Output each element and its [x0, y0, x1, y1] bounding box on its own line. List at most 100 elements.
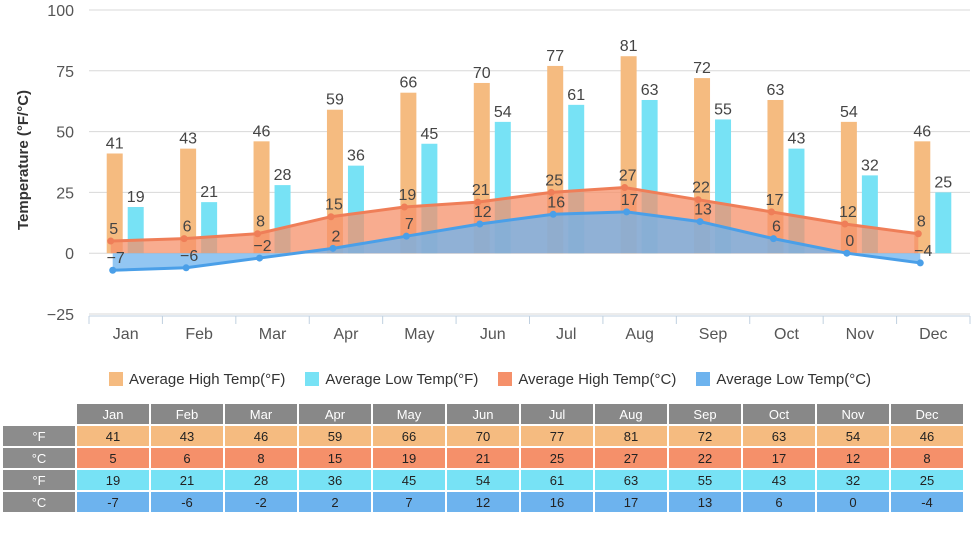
table-cell: 32 — [817, 470, 889, 490]
data-label: 45 — [420, 126, 438, 143]
table-row: °C -7 -6 -2 2 7 12 16 17 13 6 0 -4 — [3, 492, 963, 512]
table-cell: 54 — [447, 470, 519, 490]
point-low-c — [769, 235, 777, 243]
x-tick-label: Feb — [185, 326, 213, 343]
table-cell: 7 — [373, 492, 445, 512]
table-cell: 55 — [669, 470, 741, 490]
y-tick-label: 50 — [56, 125, 74, 142]
data-label: 21 — [200, 184, 218, 201]
data-label: −7 — [107, 250, 125, 267]
x-tick-label: Oct — [774, 326, 799, 343]
x-tick-label: Jul — [556, 326, 576, 343]
data-label: 12 — [839, 204, 857, 221]
table-cell: 61 — [521, 470, 593, 490]
point-high-c — [841, 220, 849, 228]
table-cell: -2 — [225, 492, 297, 512]
x-tick-label: Aug — [625, 326, 653, 343]
y-tick-label: 0 — [65, 246, 74, 263]
y-tick-label: 75 — [56, 64, 74, 81]
data-label: 32 — [861, 157, 879, 174]
point-low-c — [402, 232, 410, 240]
point-low-c — [476, 220, 484, 228]
table-row: °F 19 21 28 36 45 54 61 63 55 43 32 25 — [3, 470, 963, 490]
legend-label: Average Low Temp(°F) — [325, 370, 479, 388]
data-label: 72 — [693, 60, 711, 77]
temperature-chart: 4119432146285936664570547761816372556343… — [15, 3, 971, 343]
data-label: 6 — [772, 219, 781, 236]
table-cell: 22 — [669, 448, 741, 468]
data-label: −2 — [253, 238, 271, 255]
table-cell: -6 — [151, 492, 223, 512]
data-label: 25 — [545, 172, 563, 189]
data-label: 2 — [332, 228, 341, 245]
data-label: 63 — [767, 82, 785, 99]
line-high-c — [110, 186, 919, 243]
data-label: 6 — [183, 219, 192, 236]
legend-label: Average Low Temp(°C) — [716, 370, 872, 388]
data-label: −6 — [180, 248, 198, 265]
data-table: Jan Feb Mar Apr May Jun Jul Aug Sep Oct Nov Dec °F 4… — [1, 402, 965, 514]
table-cell: 12 — [447, 492, 519, 512]
table-header-cell: Jan — [77, 404, 149, 424]
data-label: 0 — [845, 233, 854, 250]
table-row: °F 41 43 46 59 66 70 77 81 72 63 54 46 — [3, 426, 963, 446]
table-cell: 17 — [595, 492, 667, 512]
table-cell: 6 — [151, 448, 223, 468]
data-label: 17 — [621, 192, 639, 209]
x-tick-label: Jun — [480, 326, 506, 343]
grid-lines — [89, 9, 970, 315]
point-low-c — [109, 266, 117, 274]
data-label: 81 — [620, 38, 638, 55]
table-cell: 8 — [891, 448, 963, 468]
table-cell: 16 — [521, 492, 593, 512]
data-label: 12 — [474, 204, 492, 221]
point-high-c — [767, 208, 775, 216]
data-label: 63 — [641, 82, 659, 99]
point-high-c — [400, 203, 408, 211]
table-cell: 43 — [743, 470, 815, 490]
data-label: 43 — [788, 131, 806, 148]
data-label: 55 — [714, 101, 732, 118]
data-label: 8 — [256, 214, 265, 231]
y-tick-label: −25 — [47, 307, 74, 324]
legend-item[interactable]: Average High Temp(°C) — [498, 371, 676, 388]
x-tick-label: Sep — [699, 326, 728, 343]
table-cell: 54 — [817, 426, 889, 446]
legend-item[interactable]: Average Low Temp(°F) — [305, 371, 478, 388]
x-tick-label: Mar — [259, 326, 287, 343]
table-row-label: °F — [3, 426, 75, 446]
table-cell: 63 — [595, 470, 667, 490]
legend-item[interactable]: Average High Temp(°F) — [108, 370, 286, 388]
point-high-c — [180, 235, 188, 243]
point-high-c — [474, 198, 482, 206]
bar-high-f — [106, 153, 123, 254]
point-low-c — [329, 244, 337, 252]
x-tick-label: Nov — [846, 326, 874, 343]
table-cell: 72 — [669, 426, 741, 446]
legend-item[interactable]: Average Low Temp(°C) — [696, 371, 871, 388]
legend-swatch — [305, 372, 320, 386]
table-cell: 46 — [891, 426, 963, 446]
point-low-c — [549, 210, 557, 218]
table-cell: 27 — [595, 448, 667, 468]
data-label: 7 — [405, 216, 414, 233]
x-tick-label: Dec — [919, 326, 947, 343]
data-label: 36 — [347, 148, 365, 165]
table-cell: 41 — [77, 426, 149, 446]
data-label: 17 — [766, 192, 784, 209]
data-label: 8 — [917, 214, 926, 231]
data-label: 19 — [398, 187, 416, 204]
x-tick-label: Jan — [113, 326, 139, 343]
data-label: 16 — [547, 194, 565, 211]
legend-label: Average High Temp(°F) — [128, 370, 286, 388]
table-header-cell: Feb — [151, 404, 223, 424]
table-header-cell: Jun — [447, 404, 519, 424]
point-high-c — [107, 237, 115, 245]
data-label: 43 — [179, 131, 197, 148]
data-label: 66 — [399, 75, 417, 92]
x-tick-label: Apr — [334, 326, 360, 343]
table-cell: 45 — [373, 470, 445, 490]
table-cell: 77 — [521, 426, 593, 446]
point-low-c — [256, 254, 264, 262]
point-high-c — [621, 184, 629, 192]
